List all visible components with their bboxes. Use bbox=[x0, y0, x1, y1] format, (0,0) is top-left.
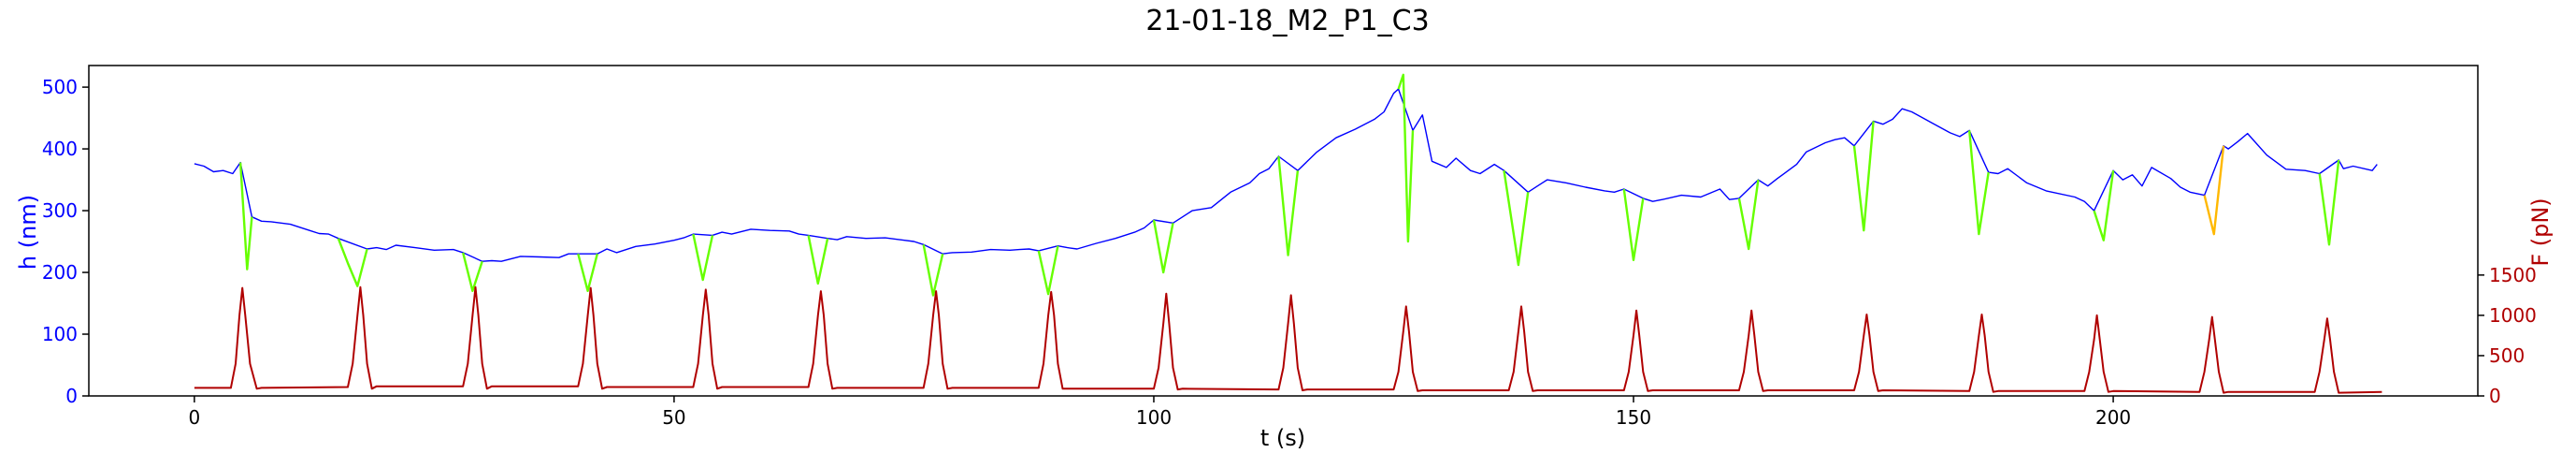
height-compression-line bbox=[807, 235, 829, 285]
force-line bbox=[194, 285, 2382, 394]
series-layer bbox=[194, 73, 2382, 394]
y-tick-label-right: 1500 bbox=[2489, 264, 2537, 286]
height-compression-alt-line bbox=[2203, 145, 2225, 236]
y-tick-label-left: 100 bbox=[42, 323, 78, 345]
y-tick-label-right: 0 bbox=[2489, 385, 2501, 407]
height-compression-line bbox=[577, 253, 598, 292]
x-tick-label: 50 bbox=[662, 406, 685, 429]
height-compression-line bbox=[2318, 159, 2340, 246]
y-axis-label-left: h (nm) bbox=[15, 195, 41, 270]
height-compression-line bbox=[1622, 188, 1645, 261]
plot-border bbox=[88, 65, 2479, 397]
y-tick-label-left: 400 bbox=[42, 138, 78, 160]
height-compression-line bbox=[1968, 130, 1990, 236]
height-compression-line bbox=[1037, 245, 1059, 296]
x-tick-label: 0 bbox=[189, 406, 201, 429]
y-axis-label-right: F (pN) bbox=[2527, 197, 2554, 266]
height-compression-line bbox=[1152, 219, 1174, 274]
y-tick-label-left: 200 bbox=[42, 261, 78, 284]
height-compression-line bbox=[1503, 170, 1530, 267]
height-compression-line bbox=[337, 238, 368, 287]
y-tick-label-right: 1000 bbox=[2489, 304, 2537, 327]
y-axis-right: 0 500 1000 1500 bbox=[2478, 264, 2537, 407]
height-compression-line bbox=[922, 244, 944, 297]
y-tick-label-left: 0 bbox=[65, 385, 78, 407]
y-tick-label-right: 500 bbox=[2489, 344, 2525, 367]
height-compression-line bbox=[1852, 121, 1875, 232]
height-relaxation-line bbox=[194, 88, 2378, 262]
height-compression-line bbox=[1397, 73, 1415, 243]
height-compression-line bbox=[2093, 170, 2115, 241]
x-axis-label: t (s) bbox=[1260, 425, 1305, 451]
height-compression-line bbox=[238, 162, 253, 271]
y-axis-left: 0 100 200 300 400 500 bbox=[42, 76, 89, 407]
plot-frame bbox=[88, 65, 2479, 397]
height-compression-line bbox=[462, 252, 483, 292]
x-tick-label: 200 bbox=[2095, 406, 2131, 429]
chart-title: 21-01-18_M2_P1_C3 bbox=[1145, 5, 1429, 37]
x-axis: 0 50 100 150 200 bbox=[189, 396, 2131, 429]
x-tick-label: 100 bbox=[1136, 406, 1172, 429]
y-tick-label-left: 300 bbox=[42, 199, 78, 222]
x-tick-label: 150 bbox=[1616, 406, 1651, 429]
y-tick-label-left: 500 bbox=[42, 76, 78, 98]
height-compression-line bbox=[1277, 155, 1300, 256]
height-compression-line bbox=[1737, 179, 1760, 251]
height-compression-line bbox=[692, 233, 714, 282]
